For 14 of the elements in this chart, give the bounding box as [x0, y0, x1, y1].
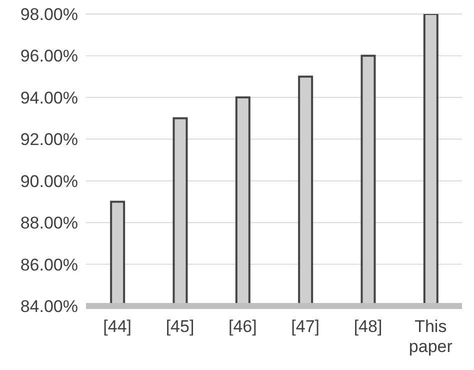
y-tick-label: 98.00% [20, 5, 78, 24]
x-tick-label: [45] [166, 317, 194, 336]
x-tick-label: [47] [291, 317, 320, 336]
x-tick-label: [48] [354, 317, 382, 336]
y-tick-label: 90.00% [20, 172, 78, 191]
y-tick-label: 86.00% [20, 255, 78, 274]
y-tick-label: 88.00% [20, 214, 78, 233]
y-tick-label: 84.00% [20, 297, 78, 316]
x-tick-label: [44] [103, 317, 132, 336]
y-tick-label: 92.00% [20, 130, 78, 150]
x-tick-label: [46] [228, 317, 257, 336]
y-tick-label: 94.00% [20, 88, 78, 108]
y-tick-label: 96.00% [20, 46, 78, 66]
x-tick-label: This paper [408, 317, 453, 356]
